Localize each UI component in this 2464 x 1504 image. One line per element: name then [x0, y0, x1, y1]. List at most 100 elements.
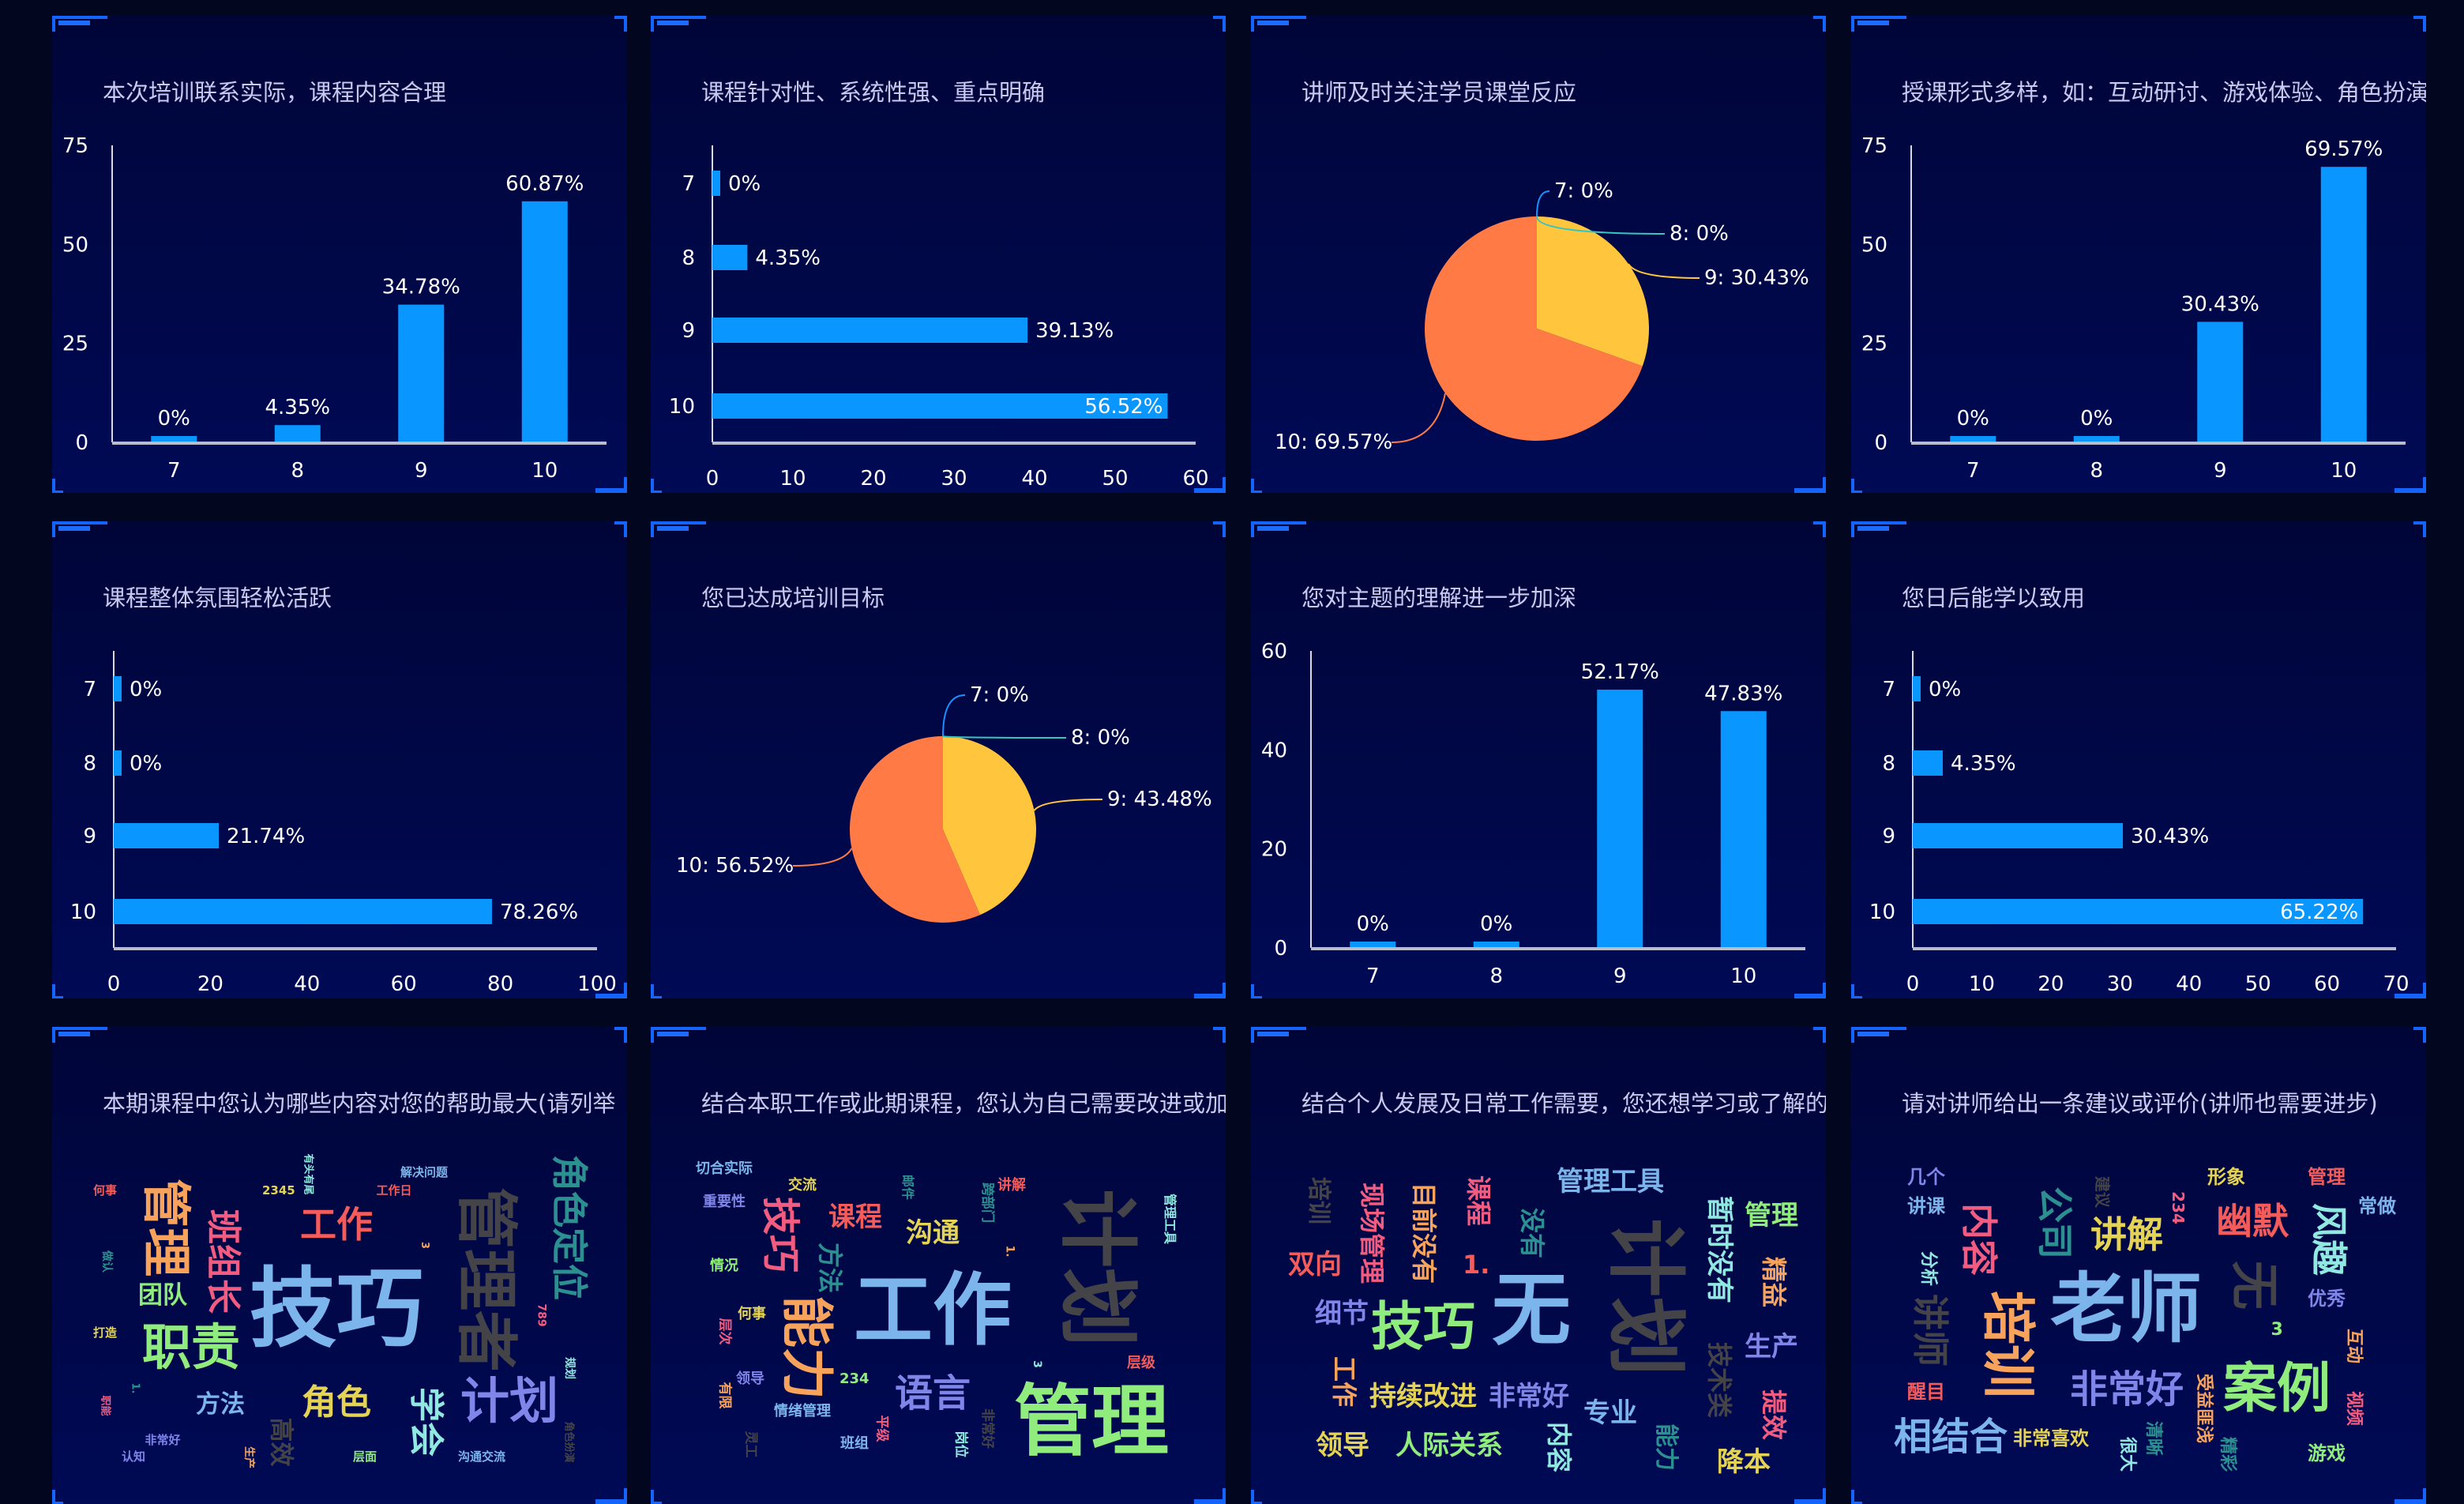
corner-decoration: [1251, 1027, 1306, 1030]
data-label: 21.74%: [227, 825, 305, 848]
corner-decoration: [1223, 983, 1226, 998]
pie-label: 7: 0%: [970, 683, 1029, 707]
wordcloud-word: 几个: [1907, 1166, 1945, 1188]
wordcloud-word: 相结合: [1894, 1415, 2008, 1459]
panel-q5: 课程整体氛围轻松活跃 0 20 40 60 80 100 7 0% 8 0% 9 21.74% 10 78.…: [52, 521, 627, 998]
corner-decoration: [657, 1032, 689, 1036]
wordcloud-word: 提效: [1759, 1389, 1790, 1441]
x-tick-label: 40: [1021, 467, 1047, 491]
wordcloud-word: 双向: [1288, 1249, 1342, 1280]
panel-title: 讲师及时关注学员课堂反应: [1301, 79, 1577, 106]
corner-decoration: [52, 996, 63, 998]
x-tick-label: 50: [1102, 467, 1128, 491]
wordcloud-word: 管理工具: [1163, 1193, 1178, 1245]
wordcloud-word: 非常好: [2070, 1367, 2184, 1412]
panel-q7: 您对主题的理解进一步加深 0 20 40 60 0% 7 0% 8 52.17% 9 47.83% 10: [1251, 521, 1826, 998]
x-tick-label: 100: [577, 972, 617, 996]
corner-decoration: [52, 984, 55, 998]
bar-8: [114, 750, 122, 776]
wordcloud-word: 专业: [1583, 1397, 1637, 1429]
wordcloud-word: 打造: [93, 1325, 118, 1340]
wordcloud-word: 计划: [460, 1372, 559, 1430]
corner-decoration: [2423, 521, 2426, 537]
wordcloud-word: 技巧: [1371, 1296, 1475, 1357]
corner-decoration: [1794, 1499, 1826, 1504]
data-label: 69.57%: [2304, 137, 2383, 161]
wordcloud-word: 暂时没有: [1703, 1196, 1735, 1303]
wordcloud-word: 解决问题: [400, 1164, 449, 1179]
corner-decoration: [1251, 16, 1254, 32]
corner-decoration: [58, 21, 90, 25]
bar-8: [1473, 942, 1519, 948]
corner-decoration: [2395, 488, 2426, 493]
panel-q4: 授课形式多样，如：互动研讨、游戏体验、角色扮演 0 25 50 75 0% 7 0% 8 30.4…: [1851, 16, 2426, 493]
bar-7: [151, 436, 197, 442]
wordcloud-word: 职能: [99, 1394, 111, 1416]
bar-10: [521, 201, 568, 443]
panel-title: 本期课程中您认为哪些内容对您的帮助最大(请列举: [103, 1090, 616, 1117]
bar-10: [1913, 899, 2364, 924]
data-label: 0%: [1957, 407, 1989, 431]
wordcloud-word: 技术类: [1704, 1341, 1735, 1419]
label-leader-line: [792, 848, 853, 867]
bar-9: [1597, 690, 1643, 948]
bar-7: [1350, 942, 1396, 948]
bar-8: [1913, 750, 1944, 776]
wordcloud-word: 现场管理: [1357, 1182, 1388, 1284]
corner-decoration: [2395, 1499, 2426, 1504]
corner-decoration: [1794, 488, 1826, 493]
x-tick-label: 7: [167, 459, 181, 483]
data-label: 0%: [130, 752, 162, 776]
wordcloud-word: 形象: [2207, 1166, 2245, 1188]
panel-q2: 课程针对性、系统性强、重点明确 0 10 20 30 40 50 60 7 0% 8 4.35% 9 39…: [651, 16, 1226, 493]
x-tick-label: 60: [2314, 972, 2340, 996]
data-label: 0%: [130, 678, 162, 701]
corner-decoration: [624, 477, 627, 493]
corner-decoration: [1851, 1027, 1906, 1030]
wordcloud-word: 醒目: [1907, 1381, 1945, 1403]
wordcloud-word: 角色定位: [548, 1155, 591, 1300]
data-label: 0%: [728, 172, 761, 196]
panel-title: 本次培训联系实际，课程内容合理: [103, 79, 447, 106]
corner-decoration: [1851, 1490, 1854, 1504]
pie-slice-10: [1425, 216, 1643, 441]
x-tick-label: 30: [941, 467, 967, 491]
corner-decoration: [1823, 16, 1826, 32]
corner-decoration: [1223, 1027, 1226, 1043]
wordcloud-word: 课程: [828, 1201, 882, 1233]
wordcloud-word: 团队: [138, 1280, 187, 1310]
x-tick-label: 20: [2038, 972, 2064, 996]
corner-decoration: [657, 21, 689, 25]
data-label: 47.83%: [1704, 682, 1782, 705]
bar-7: [114, 676, 122, 701]
wordcloud-word: 切合实际: [696, 1160, 753, 1177]
wordcloud-word: 邮件: [900, 1174, 916, 1201]
bar-7: [712, 171, 720, 196]
bar-8: [712, 245, 748, 270]
x-tick-label: 40: [2176, 972, 2202, 996]
x-tick-label: 8: [1489, 964, 1503, 988]
wordcloud-word: 情绪管理: [774, 1403, 831, 1419]
wordcloud-word: 3: [1030, 1360, 1043, 1368]
wordcloud-word: 风趣: [2308, 1203, 2350, 1276]
wordcloud-word: 领导: [1316, 1430, 1369, 1461]
y-tick-label: 8: [1882, 752, 1895, 776]
corner-decoration: [2423, 1027, 2426, 1043]
wordcloud-word: 计划: [1051, 1189, 1144, 1347]
panel-title: 课程整体氛围轻松活跃: [103, 585, 332, 611]
corner-decoration: [1213, 16, 1226, 19]
y-tick-label: 8: [682, 246, 695, 270]
corner-decoration: [1813, 16, 1826, 19]
bar-9: [114, 823, 220, 848]
corner-decoration: [1223, 477, 1226, 493]
wordcloud-word: 精彩: [2218, 1436, 2238, 1472]
corner-decoration: [52, 1490, 55, 1504]
bar-9: [712, 318, 1028, 343]
data-label: 65.22%: [2280, 901, 2358, 924]
corner-decoration: [1857, 1032, 1889, 1036]
wordcloud-word: 方法: [196, 1389, 245, 1419]
wordcloud-word: 建议: [2093, 1176, 2112, 1208]
panel-title: 课程针对性、系统性强、重点明确: [701, 79, 1046, 106]
wordcloud-word: 班组长: [203, 1209, 243, 1314]
data-label: 0%: [1480, 912, 1512, 936]
